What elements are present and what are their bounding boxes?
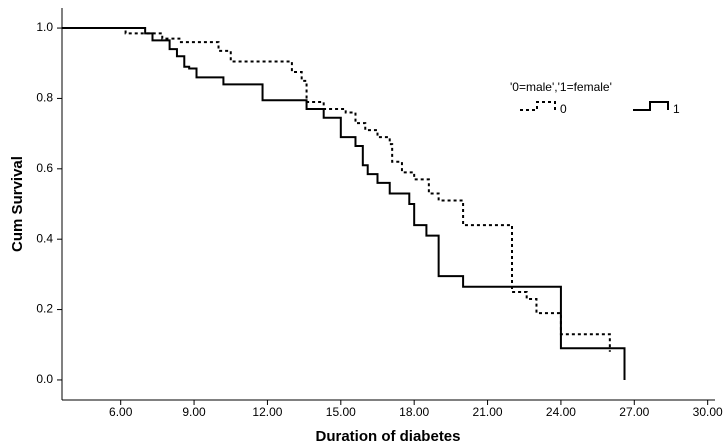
x-tick-label: 18.00 [399, 405, 429, 419]
legend-label: 1 [673, 102, 680, 116]
x-tick-label: 15.00 [326, 405, 356, 419]
y-tick-label: 0.6 [36, 161, 53, 175]
survival-line [62, 27, 626, 380]
y-tick-label: 0.8 [36, 91, 53, 105]
y-tick-label: 1.0 [36, 20, 53, 34]
x-tick-label: 27.00 [619, 405, 649, 419]
y-tick-label: 0.2 [36, 302, 53, 316]
legend-swatch [520, 101, 556, 111]
x-tick-label: 21.00 [473, 405, 503, 419]
survival-line [62, 27, 611, 352]
legend-swatch [633, 101, 669, 111]
x-tick-label: 30.00 [693, 405, 723, 419]
y-axis-label: Cum Survival [9, 156, 26, 252]
x-tick-label: 24.00 [546, 405, 576, 419]
legend-label: 0 [560, 102, 567, 116]
x-tick-label: 6.00 [109, 405, 133, 419]
x-tick-label: 12.00 [252, 405, 282, 419]
x-axis-label: Duration of diabetes [315, 428, 460, 445]
x-tick-label: 9.00 [182, 405, 206, 419]
legend-title: '0=male','1=female' [510, 80, 612, 94]
y-tick-label: 0.0 [36, 372, 53, 386]
y-tick-label: 0.4 [36, 231, 53, 245]
